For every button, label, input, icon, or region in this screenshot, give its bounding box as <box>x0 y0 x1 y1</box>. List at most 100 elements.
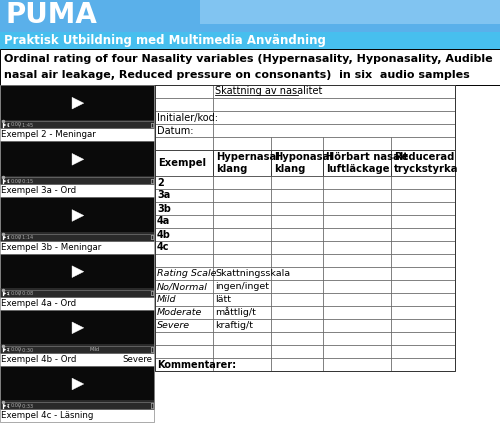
Bar <box>271 215 323 228</box>
Text: 0:00: 0:00 <box>10 291 22 296</box>
Bar <box>271 345 323 358</box>
Bar <box>391 215 455 228</box>
Bar <box>271 332 323 345</box>
Text: PUMA: PUMA <box>6 1 98 29</box>
FancyBboxPatch shape <box>0 32 500 49</box>
Bar <box>271 189 323 202</box>
Bar <box>391 189 455 202</box>
Polygon shape <box>4 404 6 407</box>
Polygon shape <box>72 266 84 278</box>
Bar <box>155 306 213 319</box>
Text: 0:00: 0:00 <box>10 235 22 240</box>
Text: 0:00: 0:00 <box>10 123 22 128</box>
Text: 4b: 4b <box>157 229 171 240</box>
Bar <box>155 293 213 306</box>
FancyBboxPatch shape <box>0 197 154 240</box>
Bar <box>155 358 213 371</box>
Bar <box>155 215 213 228</box>
Text: 0:00: 0:00 <box>10 347 22 352</box>
Text: Exempel 3b - Meningar: Exempel 3b - Meningar <box>1 243 101 251</box>
Text: / 1:45: / 1:45 <box>19 123 33 128</box>
Bar <box>213 176 271 189</box>
Bar <box>213 111 455 124</box>
Bar <box>391 280 455 293</box>
Bar <box>391 150 455 176</box>
Bar <box>391 306 455 319</box>
FancyBboxPatch shape <box>0 310 154 353</box>
Polygon shape <box>4 123 6 126</box>
Polygon shape <box>72 322 84 334</box>
Bar <box>213 150 271 176</box>
Bar <box>323 254 391 267</box>
Bar <box>323 293 391 306</box>
Text: No/Normal: No/Normal <box>157 282 208 291</box>
Bar <box>213 215 271 228</box>
Text: Hyponasal
klang: Hyponasal klang <box>274 152 333 174</box>
Text: Exempel 4a - Ord: Exempel 4a - Ord <box>1 298 76 308</box>
Bar <box>323 241 391 254</box>
Bar <box>271 241 323 254</box>
Bar <box>271 137 323 150</box>
Text: Exempel 4c - Läsning: Exempel 4c - Läsning <box>1 411 94 420</box>
Bar <box>213 306 271 319</box>
Bar <box>213 345 271 358</box>
Bar <box>391 228 455 241</box>
Text: 3b: 3b <box>157 204 171 214</box>
Bar <box>323 228 391 241</box>
Bar <box>323 150 391 176</box>
Text: Exempel 3a - Ord: Exempel 3a - Ord <box>1 187 76 195</box>
Bar <box>391 332 455 345</box>
Text: Severe: Severe <box>122 355 152 364</box>
Bar <box>391 319 455 332</box>
Bar <box>323 306 391 319</box>
Text: Severe: Severe <box>157 321 190 330</box>
Bar <box>213 137 271 150</box>
Text: Moderate: Moderate <box>157 308 202 317</box>
Bar <box>213 85 455 98</box>
Bar <box>391 241 455 254</box>
Bar <box>155 124 213 137</box>
Bar <box>391 137 455 150</box>
Text: Reducerad
tryckstyrka: Reducerad tryckstyrka <box>394 152 458 174</box>
Bar <box>323 319 391 332</box>
Bar <box>213 228 271 241</box>
FancyBboxPatch shape <box>0 49 500 85</box>
Text: kraftig/t: kraftig/t <box>215 321 253 330</box>
Polygon shape <box>72 378 84 390</box>
Bar <box>323 280 391 293</box>
Bar <box>271 293 323 306</box>
Bar <box>213 189 271 202</box>
Bar <box>213 254 271 267</box>
Bar <box>155 202 213 215</box>
Text: 2: 2 <box>157 178 164 187</box>
Text: måttlig/t: måttlig/t <box>215 307 256 318</box>
Bar <box>213 332 271 345</box>
Polygon shape <box>4 348 6 351</box>
Text: Skattningsskala: Skattningsskala <box>215 269 290 278</box>
Polygon shape <box>72 153 84 165</box>
Bar <box>271 306 323 319</box>
Bar <box>155 150 213 176</box>
Bar <box>155 85 213 98</box>
FancyBboxPatch shape <box>0 141 154 184</box>
Bar <box>155 189 213 202</box>
Text: Ordinal rating of four Nasality variables (Hypernasality, Hyponasality, Audible: Ordinal rating of four Nasality variable… <box>4 54 492 64</box>
Bar <box>155 319 213 332</box>
Bar <box>323 202 391 215</box>
Text: / 1:14: / 1:14 <box>19 235 33 240</box>
Text: lätt: lätt <box>215 295 231 304</box>
Polygon shape <box>4 236 6 239</box>
FancyBboxPatch shape <box>0 366 154 409</box>
Bar <box>155 254 213 267</box>
FancyBboxPatch shape <box>0 0 500 32</box>
Bar <box>213 319 271 332</box>
Bar <box>155 332 213 345</box>
Bar <box>213 293 271 306</box>
Bar <box>155 280 213 293</box>
Bar <box>213 98 455 111</box>
Bar <box>155 176 213 189</box>
Bar <box>391 254 455 267</box>
Text: Initialer/kod:: Initialer/kod: <box>157 112 218 123</box>
Text: / 0:33: / 0:33 <box>19 403 33 408</box>
Text: Mild: Mild <box>157 295 176 304</box>
